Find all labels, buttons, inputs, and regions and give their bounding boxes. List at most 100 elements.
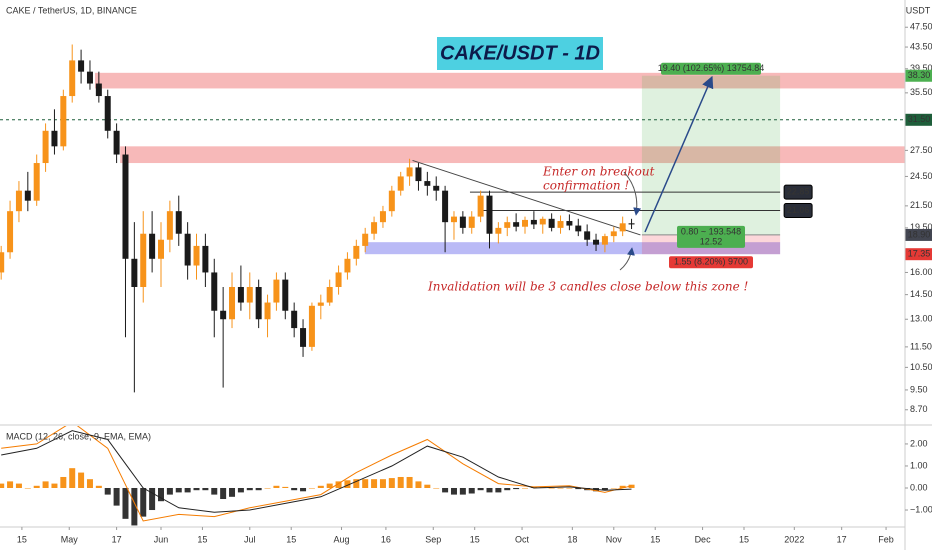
candle-body bbox=[557, 221, 564, 228]
level-label: 31.50 bbox=[908, 114, 931, 124]
candle-body bbox=[193, 245, 200, 266]
histogram-bar bbox=[459, 487, 466, 495]
x-tick-label: 15 bbox=[470, 534, 480, 544]
histogram-bar bbox=[371, 479, 378, 488]
y-tick-label: 24.50 bbox=[910, 171, 932, 181]
y-tick-label: 13.00 bbox=[910, 314, 932, 324]
histogram-bar bbox=[33, 485, 40, 488]
macd-y-tick-label: −1.00 bbox=[910, 504, 932, 514]
histogram-bar bbox=[344, 480, 351, 488]
histogram-bar bbox=[406, 476, 413, 488]
histogram-bar bbox=[362, 479, 369, 488]
candle-body bbox=[486, 195, 493, 234]
y-tick-label: 11.50 bbox=[910, 341, 932, 351]
macd-line bbox=[1, 426, 632, 522]
histogram-bar bbox=[202, 487, 209, 491]
histogram-bar bbox=[326, 483, 333, 488]
histogram-bar bbox=[353, 479, 360, 488]
histogram-bar bbox=[113, 487, 120, 506]
zone bbox=[94, 72, 905, 89]
histogram-bar bbox=[237, 487, 244, 493]
candle-body bbox=[69, 60, 76, 97]
y-tick-label: 14.50 bbox=[910, 289, 932, 299]
annotation: Invalidation will be 3 candles close bel… bbox=[427, 280, 749, 294]
histogram-bar bbox=[486, 487, 493, 493]
level-tag bbox=[783, 203, 813, 219]
histogram-bar bbox=[131, 487, 138, 526]
histogram-bar bbox=[166, 487, 173, 495]
y-tick-label: 27.50 bbox=[910, 145, 932, 155]
candle-body bbox=[149, 233, 156, 259]
x-tick-label: 17 bbox=[112, 534, 122, 544]
zone bbox=[120, 146, 905, 164]
histogram-bar bbox=[229, 487, 236, 497]
candle-body bbox=[371, 222, 378, 234]
candle-body bbox=[344, 258, 351, 273]
histogram-bar bbox=[140, 487, 147, 517]
candle-body bbox=[548, 218, 555, 228]
y-tick-label: 10.50 bbox=[910, 362, 932, 372]
x-tick-label: May bbox=[61, 534, 79, 544]
histogram-bar bbox=[60, 476, 67, 488]
projection-arrow bbox=[644, 75, 714, 233]
histogram-bar bbox=[273, 485, 280, 488]
entry-label: 0.80 ~ 193.548 bbox=[681, 226, 741, 236]
x-tick-label: 2022 bbox=[784, 534, 804, 544]
zone bbox=[364, 242, 781, 255]
candle-body bbox=[450, 216, 457, 223]
candle-body bbox=[335, 272, 342, 287]
label-box bbox=[661, 62, 762, 75]
candle-body bbox=[495, 227, 502, 234]
histogram-bar bbox=[291, 487, 298, 491]
candle-body bbox=[33, 163, 40, 201]
histogram-bar bbox=[468, 487, 475, 494]
histogram-bar bbox=[220, 487, 227, 500]
level-label: 18.90 bbox=[908, 229, 931, 239]
histogram-bar bbox=[477, 487, 484, 491]
histogram-bar bbox=[530, 486, 537, 488]
candle-body bbox=[442, 190, 449, 223]
pointer bbox=[619, 247, 635, 271]
candle-body bbox=[42, 130, 49, 164]
candle-body bbox=[601, 236, 608, 245]
candle-body bbox=[353, 245, 360, 259]
x-tick-label: Dec bbox=[695, 534, 712, 544]
label-box bbox=[677, 225, 746, 248]
candle-body bbox=[522, 219, 529, 227]
histogram-bar bbox=[504, 487, 511, 491]
stop-label: 1.55 (8.20%) 9700 bbox=[674, 257, 748, 267]
y-tick-label: 21.50 bbox=[910, 200, 932, 210]
candle-body bbox=[291, 310, 298, 329]
candle-body bbox=[140, 233, 147, 287]
macd-y-tick-label: 2.00 bbox=[910, 438, 928, 448]
candle-body bbox=[477, 195, 484, 217]
candle-body bbox=[220, 310, 227, 320]
histogram-bar bbox=[601, 487, 608, 491]
histogram-bar bbox=[495, 487, 502, 493]
candle-body bbox=[379, 211, 386, 223]
symbol-header: CAKE / TetherUS, 1D, BINANCE bbox=[6, 5, 137, 15]
candle-body bbox=[513, 222, 520, 227]
histogram-bar bbox=[557, 487, 564, 489]
level-label: 22.85 bbox=[787, 187, 810, 197]
y-tick-label: 16.00 bbox=[910, 267, 932, 277]
x-tick-label: 16 bbox=[381, 534, 391, 544]
histogram-bar bbox=[610, 487, 617, 489]
target-area bbox=[641, 75, 781, 235]
level-label: 17.35 bbox=[908, 249, 931, 259]
histogram-bar bbox=[282, 486, 289, 488]
overlay: 47.50 43.50 39.50 35.50 27.50 24.50 21.50 19.50… bbox=[658, 22, 932, 414]
candle-body bbox=[619, 223, 626, 232]
histogram-bar bbox=[122, 487, 129, 519]
x-tick-label: 15 bbox=[650, 534, 660, 544]
candle-body bbox=[175, 211, 182, 234]
level-tag bbox=[905, 113, 932, 126]
x-tick-label: Jul bbox=[244, 534, 256, 544]
histogram-bar bbox=[513, 487, 520, 490]
candle-body bbox=[433, 185, 440, 191]
candle-body bbox=[397, 176, 404, 191]
macd-pane bbox=[0, 426, 635, 526]
level-label: 21.06 bbox=[787, 205, 810, 215]
histogram-bar bbox=[300, 487, 307, 492]
x-tick-label: Jun bbox=[154, 534, 169, 544]
